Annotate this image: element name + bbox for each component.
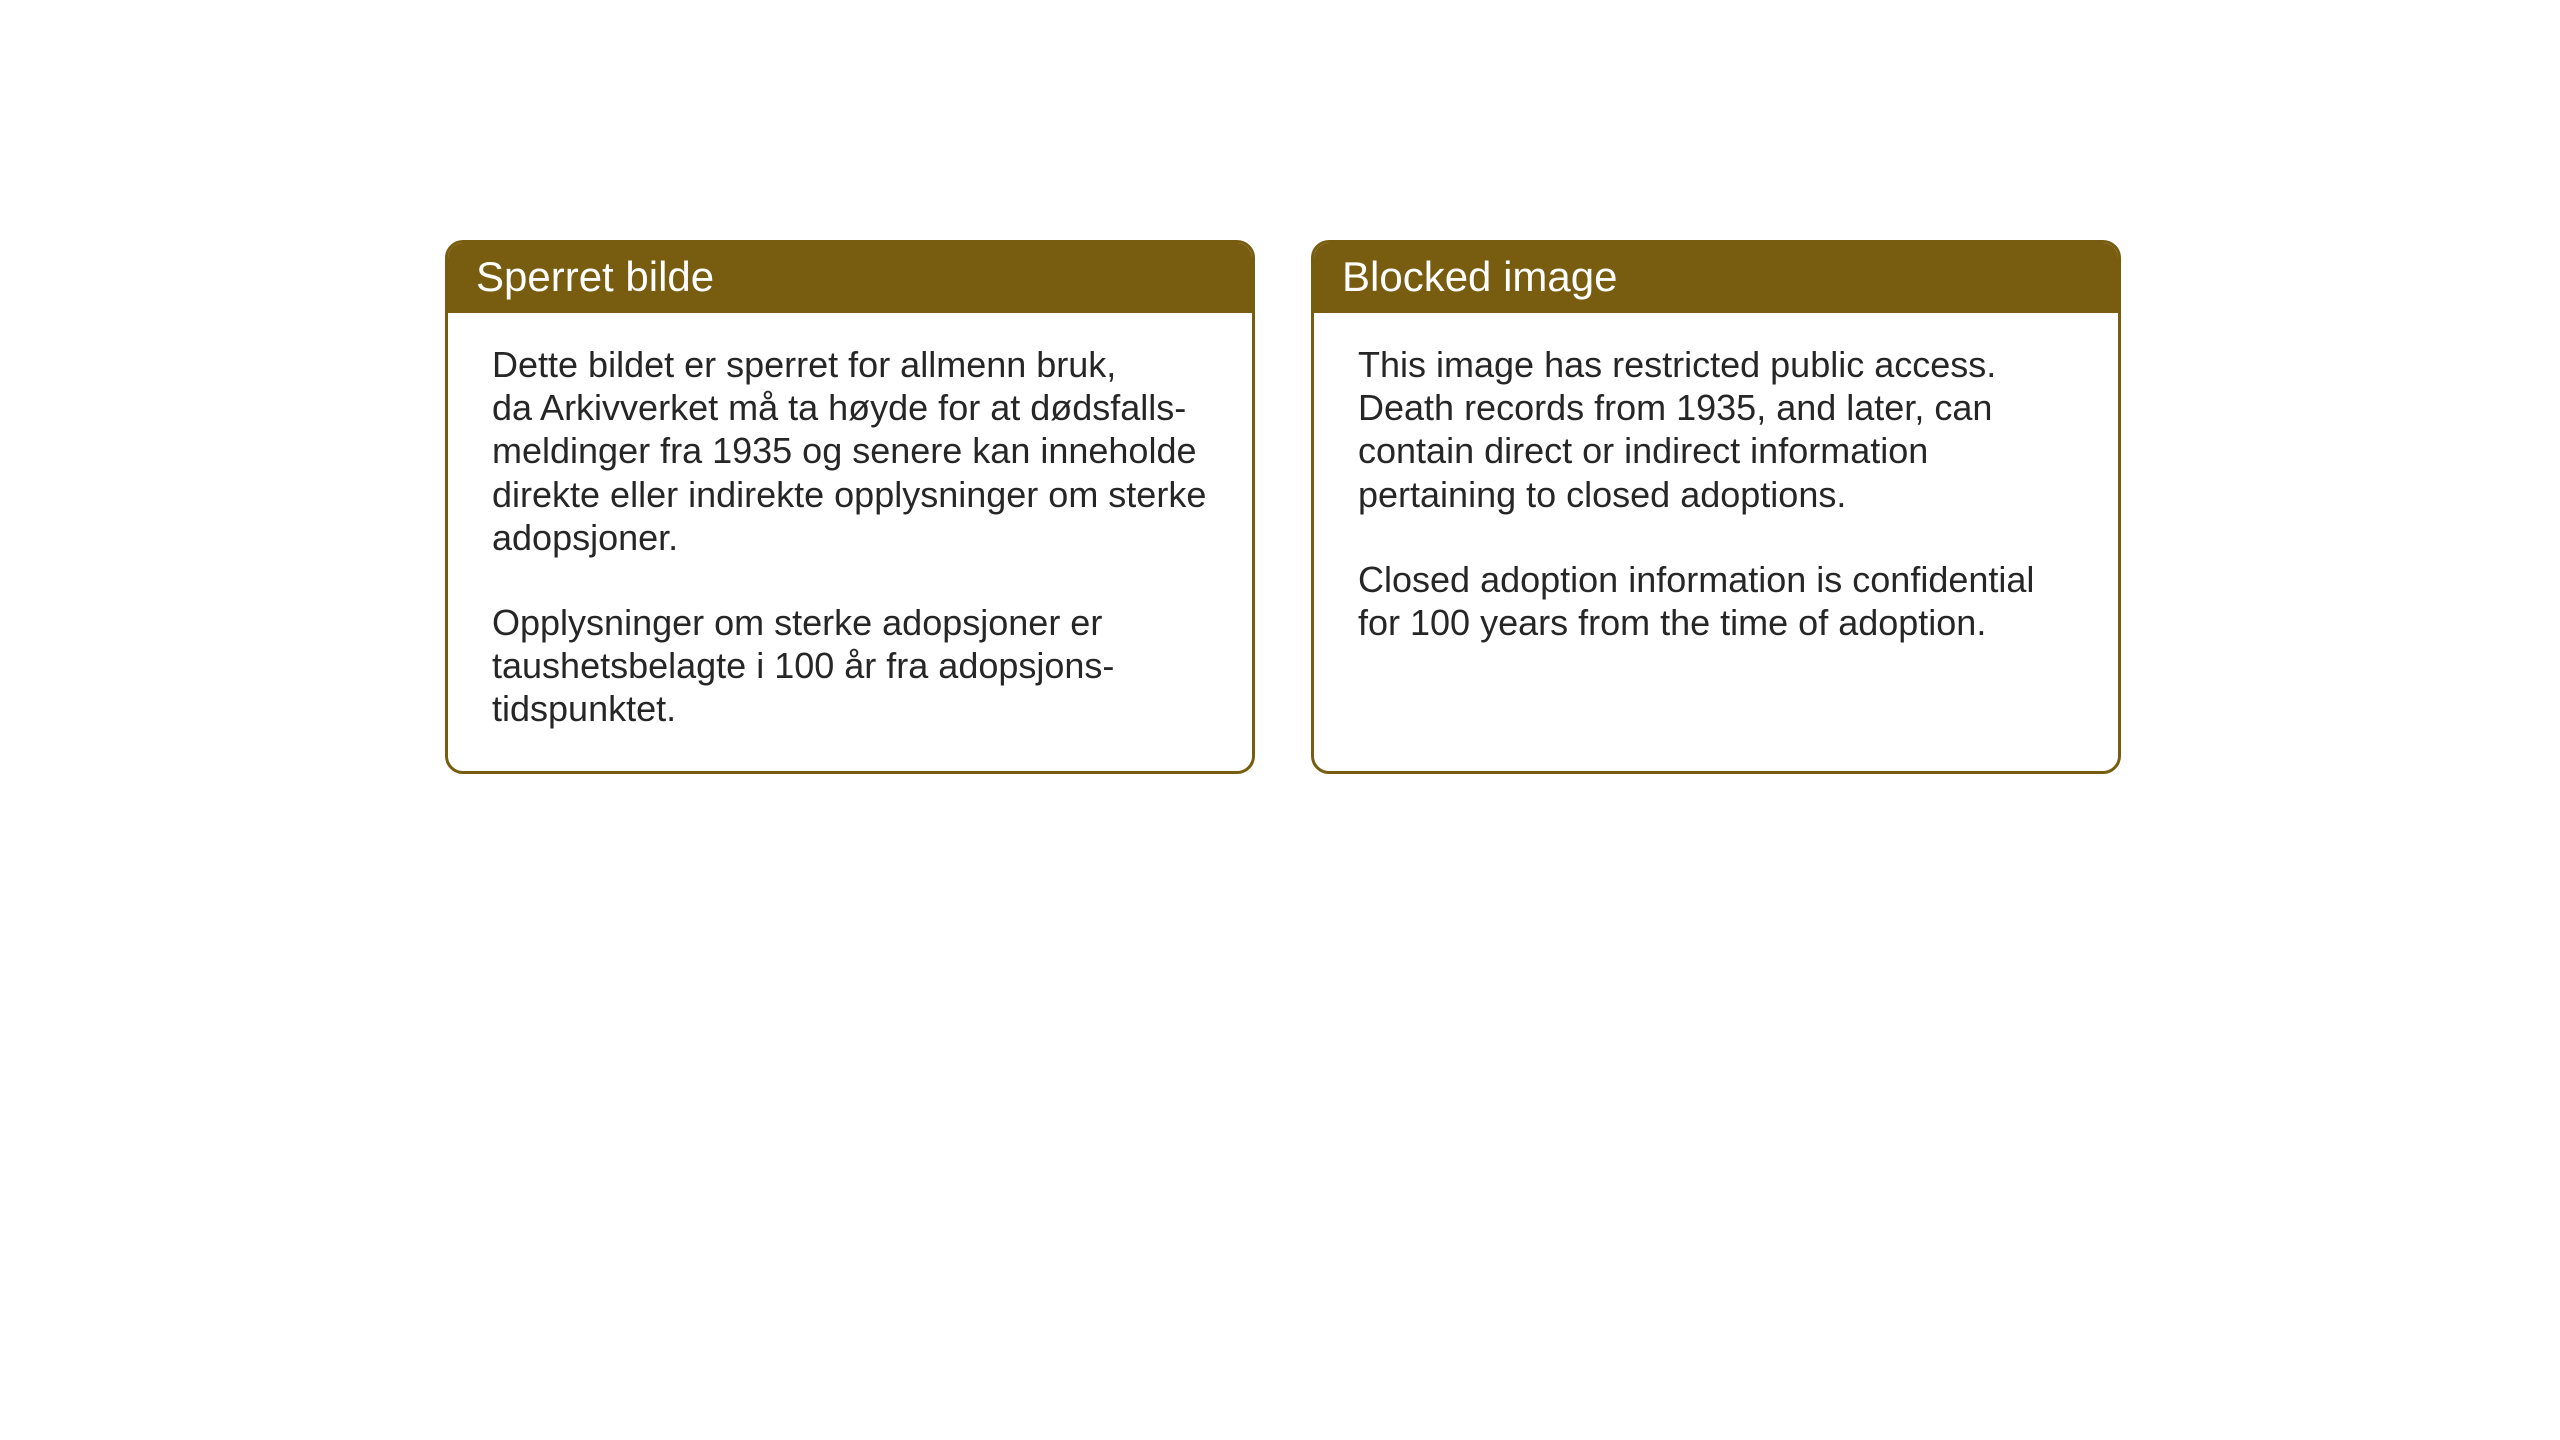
- text-line: Closed adoption information is confident…: [1358, 558, 2074, 601]
- paragraph: Dette bildet er sperret for allmenn bruk…: [492, 343, 1208, 559]
- notice-body-english: This image has restricted public access.…: [1314, 313, 2118, 684]
- notice-header-norwegian: Sperret bilde: [448, 243, 1252, 313]
- text-line: contain direct or indirect information: [1358, 429, 2074, 472]
- text-line: direkte eller indirekte opplysninger om …: [492, 473, 1208, 516]
- paragraph: Closed adoption information is confident…: [1358, 558, 2074, 644]
- text-line: Opplysninger om sterke adopsjoner er: [492, 601, 1208, 644]
- text-line: for 100 years from the time of adoption.: [1358, 601, 2074, 644]
- text-line: Dette bildet er sperret for allmenn bruk…: [492, 343, 1208, 386]
- text-line: Death records from 1935, and later, can: [1358, 386, 2074, 429]
- notice-body-norwegian: Dette bildet er sperret for allmenn bruk…: [448, 313, 1252, 771]
- text-line: This image has restricted public access.: [1358, 343, 2074, 386]
- text-line: da Arkivverket må ta høyde for at dødsfa…: [492, 386, 1208, 429]
- text-line: pertaining to closed adoptions.: [1358, 473, 2074, 516]
- notice-header-english: Blocked image: [1314, 243, 2118, 313]
- text-line: adopsjoner.: [492, 516, 1208, 559]
- text-line: tidspunktet.: [492, 687, 1208, 730]
- notice-container: Sperret bilde Dette bildet er sperret fo…: [0, 0, 2560, 774]
- text-line: taushetsbelagte i 100 år fra adopsjons-: [492, 644, 1208, 687]
- text-line: meldinger fra 1935 og senere kan innehol…: [492, 429, 1208, 472]
- paragraph: This image has restricted public access.…: [1358, 343, 2074, 516]
- notice-box-english: Blocked image This image has restricted …: [1311, 240, 2121, 774]
- notice-box-norwegian: Sperret bilde Dette bildet er sperret fo…: [445, 240, 1255, 774]
- paragraph: Opplysninger om sterke adopsjoner er tau…: [492, 601, 1208, 731]
